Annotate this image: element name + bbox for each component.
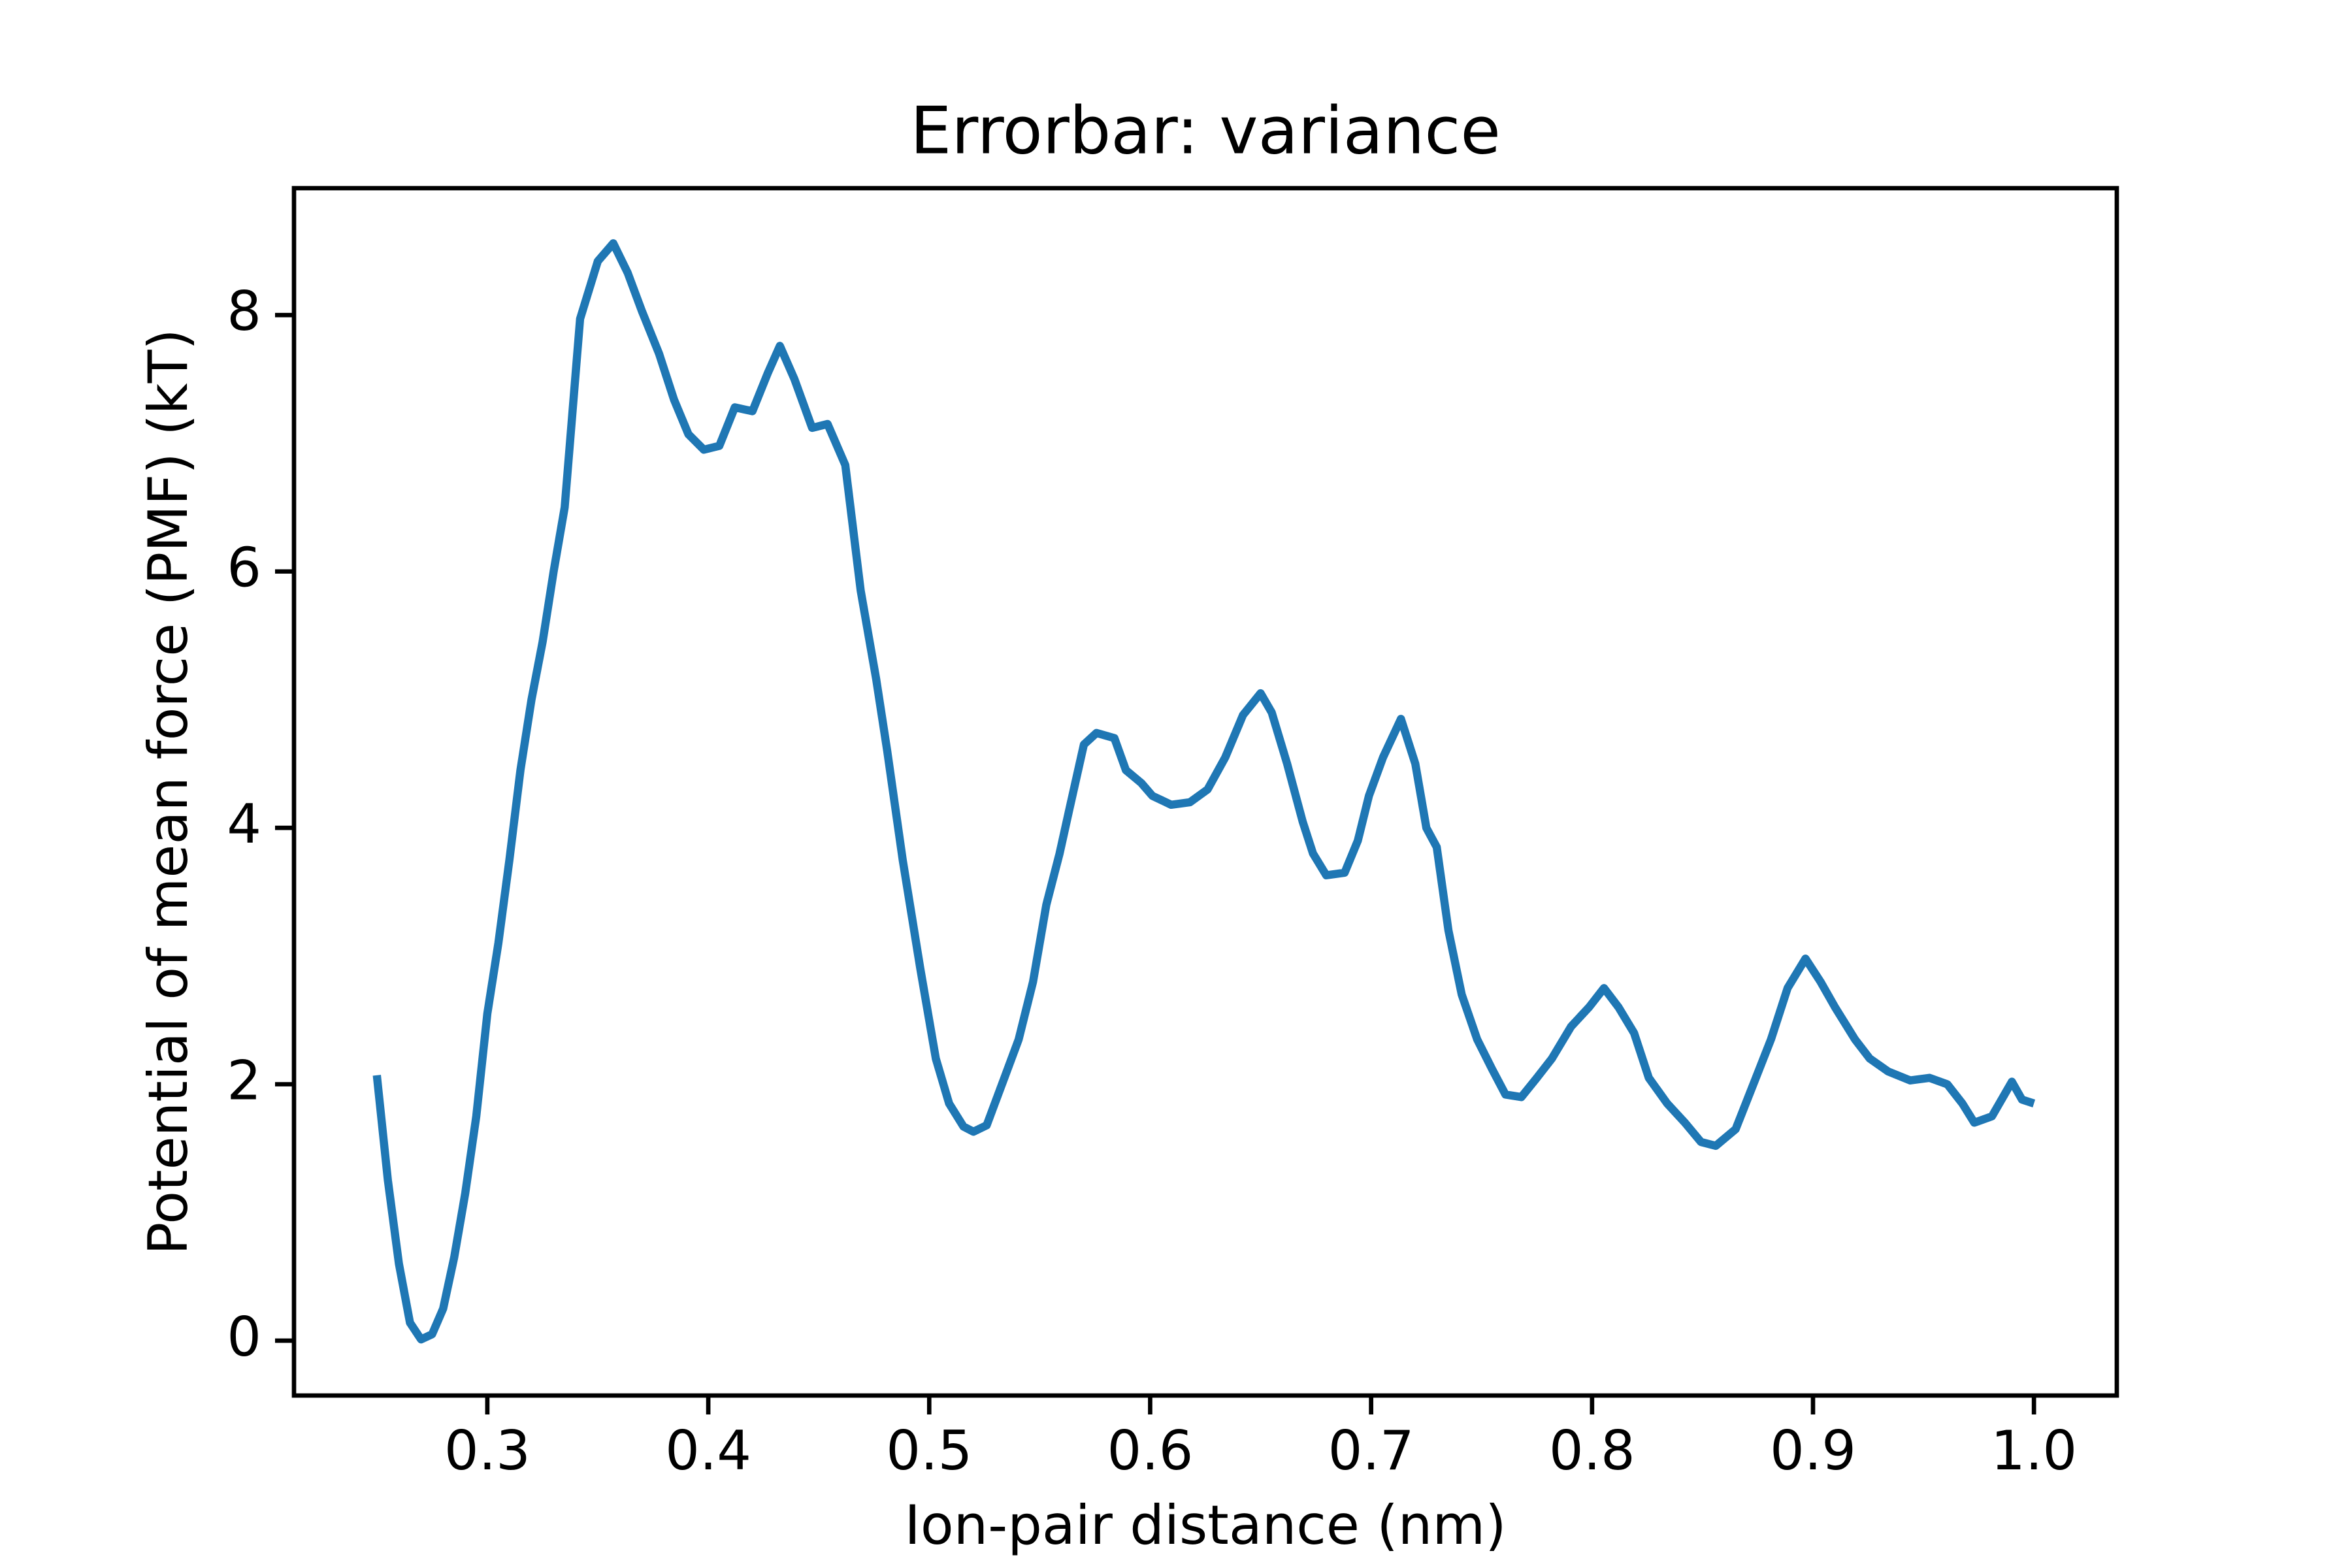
y-tick-label: 6	[227, 536, 261, 600]
y-tick-label: 2	[227, 1049, 261, 1113]
x-tick-label: 0.6	[1107, 1419, 1193, 1482]
y-tick-label: 4	[227, 792, 261, 856]
y-tick-label: 0	[227, 1305, 261, 1369]
plot-frame	[291, 186, 2119, 1398]
chart-title: Errorbar: variance	[910, 92, 1501, 169]
x-tick-label: 1.0	[1991, 1419, 2077, 1482]
x-tick-label: 0.5	[886, 1419, 972, 1482]
x-tick-label: 0.4	[665, 1419, 751, 1482]
x-tick-label: 0.8	[1549, 1419, 1635, 1482]
x-tick-label: 0.7	[1328, 1419, 1414, 1482]
y-tick-label: 8	[227, 280, 261, 343]
x-axis-label: Ion-pair distance (nm)	[904, 1494, 1506, 1557]
x-tick-label: 0.9	[1770, 1419, 1856, 1482]
y-axis-label: Potential of mean force (PMF) (kT)	[137, 329, 200, 1255]
x-tick-label: 0.3	[444, 1419, 531, 1482]
data-line	[372, 239, 2036, 1344]
